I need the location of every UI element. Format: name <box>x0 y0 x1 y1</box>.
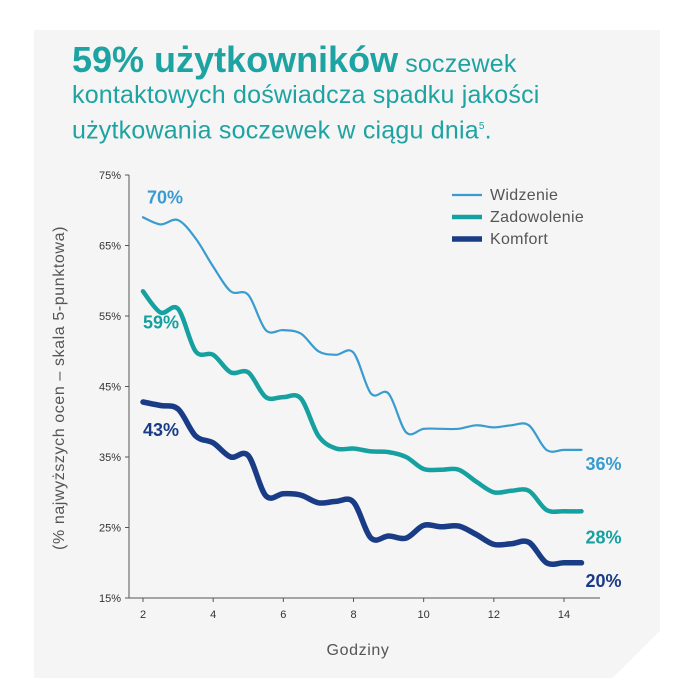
y-tick-label: 65% <box>99 241 121 253</box>
legend-label-widzenie: Widzenie <box>490 187 558 204</box>
line-zadowolenie <box>140 289 584 515</box>
x-tick-label: 2 <box>140 609 146 621</box>
line-komfort <box>140 399 585 568</box>
start-label-komfort: 43% <box>143 420 179 440</box>
end-label-komfort: 20% <box>586 571 622 591</box>
x-tick-label: 6 <box>280 609 286 621</box>
x-tick-label: 14 <box>558 609 570 621</box>
y-tick-label: 45% <box>99 382 121 394</box>
start-label-zadowolenie: 59% <box>143 312 179 332</box>
footnote-marker: 5 <box>478 121 485 132</box>
start-label-widzenie: 70% <box>147 187 183 207</box>
y-tick-label: 25% <box>99 523 121 535</box>
x-tick-label: 12 <box>488 609 500 621</box>
x-axis-title: Godziny <box>327 642 390 659</box>
legend-label-zadowolenie: Zadowolenie <box>490 209 584 226</box>
title-end: . <box>484 116 492 145</box>
page-curl-corner <box>612 630 660 678</box>
end-label-widzenie: 36% <box>586 454 622 474</box>
line-widzenie <box>141 216 583 453</box>
title-text: soczewek kontaktowych doświadcza spadku … <box>72 50 540 145</box>
card-background <box>34 30 660 678</box>
y-axis-title: (% najwyższych ocen – skala 5-punktowa) <box>51 226 68 550</box>
legend-label-komfort: Komfort <box>490 231 548 248</box>
y-tick-label: 35% <box>99 452 121 464</box>
y-tick-label: 75% <box>99 170 121 182</box>
title-highlight: 59% użytkowników <box>72 39 399 80</box>
x-tick-label: 8 <box>350 609 356 621</box>
x-tick-label: 10 <box>418 609 430 621</box>
chart-title: 59% użytkowników soczewek kontaktowych d… <box>72 42 657 146</box>
x-tick-label: 4 <box>210 609 216 621</box>
y-tick-label: 15% <box>99 593 121 605</box>
end-label-zadowolenie: 28% <box>586 527 622 547</box>
y-tick-label: 55% <box>99 311 121 323</box>
